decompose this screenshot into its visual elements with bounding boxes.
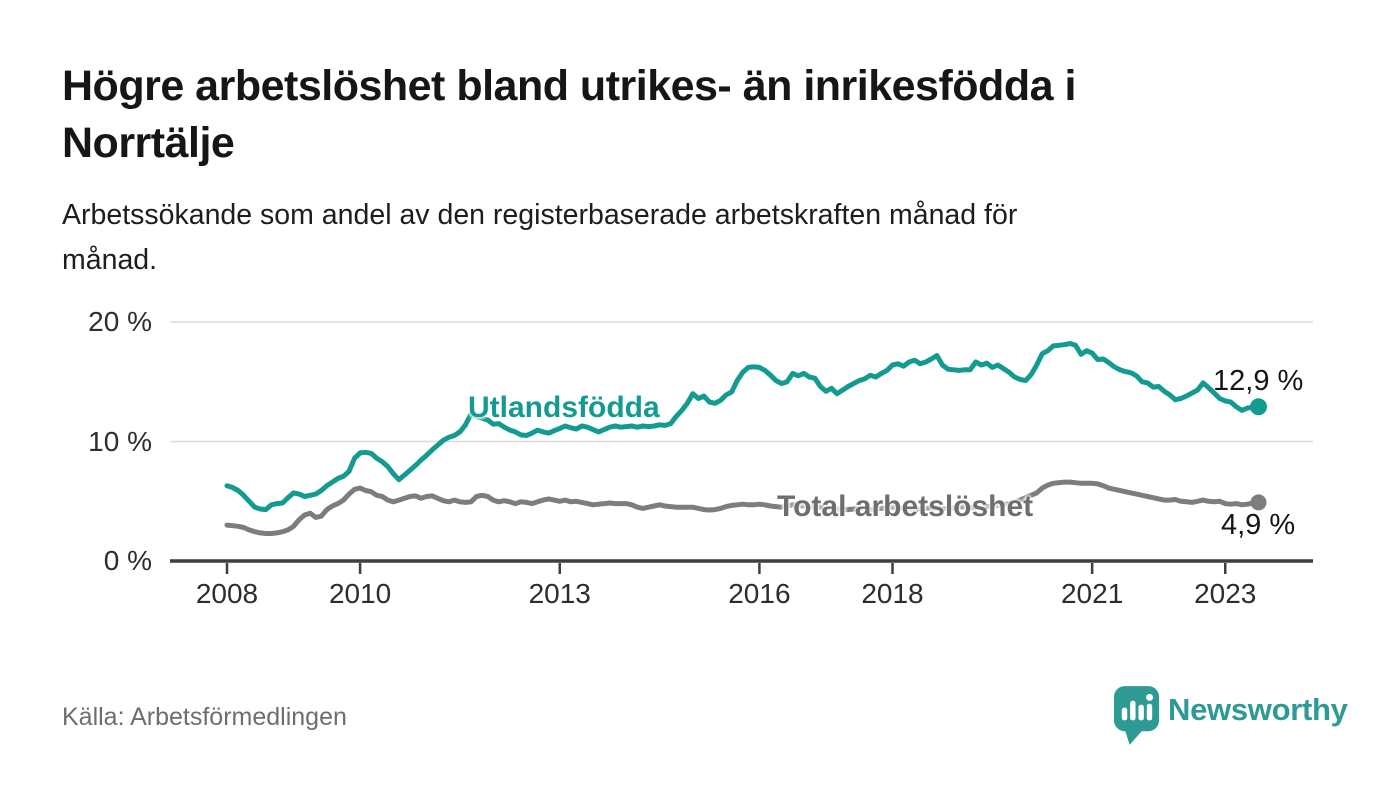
chart-subtitle: Arbetssökande som andel av den registerb…: [62, 193, 1302, 283]
x-axis-label: 2013: [528, 578, 591, 609]
series-path-total: [224, 479, 1261, 536]
y-axis-label: 0 %: [103, 545, 152, 576]
title-line-2: Norrtälje: [62, 119, 235, 167]
title-line-1: Högre arbetslöshet bland utrikes- än inr…: [62, 62, 1076, 110]
series-path-utlandsfodda: [224, 341, 1261, 513]
series-label-total-arbetsloshet: Total arbetslöshet: [777, 490, 1034, 523]
x-axis-label: 2018: [861, 578, 924, 609]
x-axis-label: 2016: [728, 578, 791, 609]
end-value-utlandsfodda: 12,9 %: [1213, 365, 1304, 397]
series-end-dot-total: [1250, 494, 1267, 511]
x-axis-label: 2021: [1060, 578, 1124, 609]
brand-name: Newsworthy: [1168, 692, 1348, 727]
source-text: Källa: Arbetsförmedlingen: [62, 703, 347, 731]
x-axis-label: 2023: [1194, 578, 1257, 609]
x-axis-label: 2010: [328, 578, 392, 609]
logo-bar-medium: [1138, 704, 1144, 721]
logo-bar-short: [1121, 707, 1128, 721]
series-label-utlandsfodda: Utlandsfödda: [468, 391, 660, 424]
x-axis-label: 2008: [195, 578, 259, 609]
logo-bar-tall: [1130, 700, 1136, 721]
logo-exclamation-dot: [1146, 693, 1154, 701]
logo-exclamation-bar: [1146, 703, 1153, 721]
subtitle-line-2: månad.: [62, 244, 158, 276]
page-title: Högre arbetslöshet bland utrikes- än inr…: [62, 58, 1362, 172]
newsworthy-logo-icon: [1113, 686, 1160, 745]
subtitle-line-1: Arbetssökande som andel av den registerb…: [62, 199, 1018, 231]
end-value-total: 4,9 %: [1221, 509, 1296, 541]
y-axis-label: 20 %: [88, 306, 152, 337]
y-axis-label: 10 %: [88, 425, 152, 457]
series-end-dot-utlandsfodda: [1250, 398, 1267, 416]
